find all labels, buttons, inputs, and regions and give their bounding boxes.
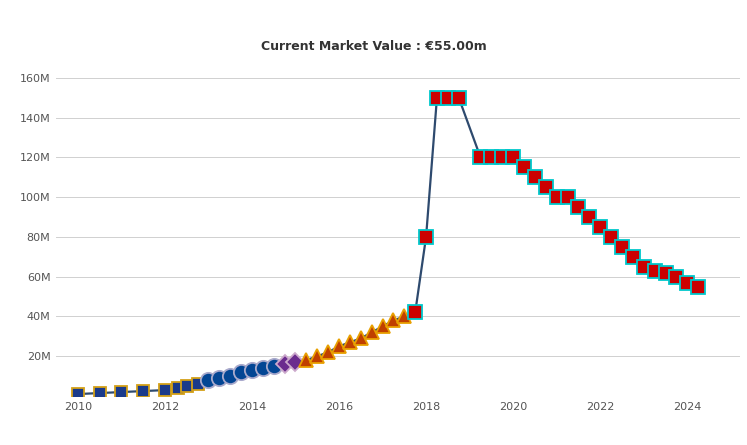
Text: Current Market Value : €55.00m: Current Market Value : €55.00m <box>261 40 486 53</box>
Text: MARKET VALUE OVER TIME: MARKET VALUE OVER TIME <box>9 16 238 31</box>
